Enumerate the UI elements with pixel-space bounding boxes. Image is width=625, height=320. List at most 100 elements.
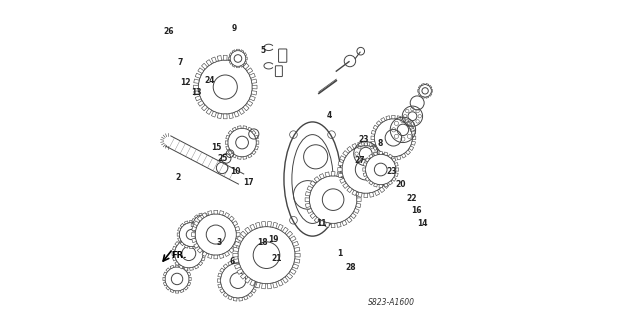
Polygon shape <box>229 113 233 118</box>
Polygon shape <box>338 162 343 166</box>
Polygon shape <box>208 215 212 218</box>
Polygon shape <box>254 284 258 288</box>
Polygon shape <box>184 245 188 248</box>
Circle shape <box>419 84 431 97</box>
Polygon shape <box>356 192 361 196</box>
Polygon shape <box>268 284 271 289</box>
Polygon shape <box>235 238 239 243</box>
Polygon shape <box>286 273 292 279</box>
Polygon shape <box>223 293 228 297</box>
Polygon shape <box>374 152 378 156</box>
Polygon shape <box>189 277 191 281</box>
Polygon shape <box>252 150 256 155</box>
Polygon shape <box>184 267 188 270</box>
Polygon shape <box>241 231 246 237</box>
Polygon shape <box>220 289 224 293</box>
Polygon shape <box>365 177 369 181</box>
Polygon shape <box>379 187 385 193</box>
Polygon shape <box>229 216 234 221</box>
Polygon shape <box>371 141 376 145</box>
Polygon shape <box>392 157 395 160</box>
Circle shape <box>374 119 413 157</box>
Polygon shape <box>357 142 362 147</box>
Polygon shape <box>208 254 212 259</box>
Polygon shape <box>369 192 374 197</box>
Polygon shape <box>170 290 174 293</box>
Polygon shape <box>199 242 202 245</box>
Polygon shape <box>239 298 242 301</box>
Polygon shape <box>319 173 324 179</box>
Polygon shape <box>252 131 256 135</box>
Polygon shape <box>319 220 324 226</box>
Polygon shape <box>389 181 392 185</box>
Polygon shape <box>252 85 257 89</box>
Polygon shape <box>233 253 238 257</box>
Polygon shape <box>233 260 237 264</box>
Polygon shape <box>421 84 424 85</box>
Circle shape <box>230 51 246 67</box>
Polygon shape <box>190 267 193 270</box>
Polygon shape <box>278 280 283 286</box>
Polygon shape <box>248 264 252 268</box>
Polygon shape <box>369 142 374 147</box>
Polygon shape <box>199 235 202 237</box>
Polygon shape <box>234 111 239 117</box>
Polygon shape <box>170 265 174 268</box>
Polygon shape <box>239 260 242 264</box>
Polygon shape <box>219 211 224 215</box>
Polygon shape <box>194 245 198 248</box>
Polygon shape <box>241 65 244 67</box>
Polygon shape <box>226 146 229 150</box>
Polygon shape <box>245 227 251 233</box>
Polygon shape <box>290 236 296 242</box>
Polygon shape <box>177 233 179 236</box>
Text: 22: 22 <box>406 194 417 203</box>
Polygon shape <box>224 252 229 257</box>
Polygon shape <box>241 273 246 279</box>
Polygon shape <box>173 257 176 261</box>
Polygon shape <box>217 273 222 277</box>
Polygon shape <box>325 172 329 177</box>
Circle shape <box>228 128 256 157</box>
Text: FR.: FR. <box>171 251 187 260</box>
Polygon shape <box>237 236 243 242</box>
Polygon shape <box>201 63 208 69</box>
Polygon shape <box>180 242 184 246</box>
Polygon shape <box>337 222 341 228</box>
Polygon shape <box>255 146 258 150</box>
Polygon shape <box>338 168 342 172</box>
Polygon shape <box>363 162 367 166</box>
Polygon shape <box>233 259 239 263</box>
Polygon shape <box>234 57 239 63</box>
Text: 10: 10 <box>231 167 241 176</box>
Polygon shape <box>184 286 188 290</box>
Polygon shape <box>217 56 222 61</box>
Polygon shape <box>426 84 429 85</box>
Polygon shape <box>244 61 247 64</box>
Polygon shape <box>381 117 385 122</box>
Polygon shape <box>229 57 230 60</box>
Polygon shape <box>224 212 229 218</box>
Text: 20: 20 <box>396 180 406 188</box>
Polygon shape <box>250 224 255 230</box>
Polygon shape <box>192 227 196 231</box>
Polygon shape <box>234 241 241 246</box>
Polygon shape <box>252 289 256 293</box>
Polygon shape <box>364 193 368 197</box>
Polygon shape <box>191 233 195 236</box>
Polygon shape <box>429 93 432 96</box>
Polygon shape <box>272 282 278 288</box>
Polygon shape <box>342 220 347 226</box>
Text: 2: 2 <box>175 173 180 182</box>
Polygon shape <box>248 293 252 297</box>
Text: 16: 16 <box>411 206 421 215</box>
Polygon shape <box>188 272 191 276</box>
Text: 17: 17 <box>243 178 254 187</box>
Polygon shape <box>211 57 216 63</box>
Polygon shape <box>249 73 256 78</box>
Polygon shape <box>176 265 179 267</box>
Polygon shape <box>199 242 202 246</box>
Polygon shape <box>421 96 424 98</box>
Text: 7: 7 <box>177 58 182 67</box>
Polygon shape <box>386 156 392 161</box>
